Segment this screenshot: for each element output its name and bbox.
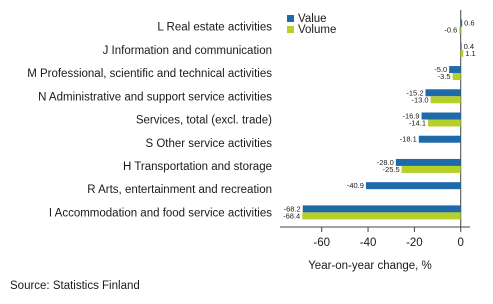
data-label: -5.0 — [434, 65, 447, 74]
data-label: -68.4 — [283, 211, 300, 220]
bar — [449, 66, 461, 74]
legend-label: Value — [298, 13, 327, 25]
bar — [460, 49, 464, 57]
legend-swatch — [287, 26, 294, 33]
y-tick-label: J Information and communication — [103, 45, 272, 57]
x-tick-label: -40 — [360, 237, 377, 249]
y-tick-label: Services, total (excl. trade) — [136, 115, 272, 127]
y-tick-label: I Accommodation and food service activit… — [49, 207, 272, 219]
y-tick-label: R Arts, entertainment and recreation — [87, 184, 272, 196]
bar — [425, 89, 461, 97]
bar — [452, 73, 461, 81]
data-label: -18.1 — [400, 135, 417, 144]
bar — [459, 26, 461, 34]
legend-swatch — [287, 15, 294, 22]
y-tick-label: M Professional, scientific and technical… — [27, 68, 272, 80]
data-label: -25.5 — [383, 165, 400, 174]
legend-label: Volume — [298, 24, 336, 36]
bar — [302, 212, 461, 220]
bar — [395, 158, 461, 166]
data-label: 1.1 — [465, 49, 475, 58]
data-label: -13.0 — [412, 95, 429, 104]
data-label: -0.6 — [444, 26, 457, 35]
data-label: -40.9 — [347, 181, 364, 190]
data-label: -14.1 — [409, 118, 426, 127]
x-tick-label: -20 — [406, 237, 423, 249]
x-tick-label: -60 — [313, 237, 330, 249]
bar — [460, 42, 462, 50]
y-tick-label: N Administrative and support service act… — [38, 91, 272, 103]
bar — [428, 119, 461, 127]
bar — [365, 182, 461, 190]
bar — [302, 205, 461, 213]
data-label: 0.6 — [464, 19, 474, 28]
y-tick-label: S Other service activities — [145, 138, 272, 150]
y-tick-label: H Transportation and storage — [123, 161, 272, 173]
data-label: -16.9 — [402, 111, 419, 120]
data-label: -68.2 — [284, 204, 301, 213]
data-label: -3.5 — [438, 72, 451, 81]
bar — [460, 19, 463, 27]
bar — [418, 135, 461, 143]
bar — [421, 112, 461, 120]
bar — [430, 96, 461, 104]
bar — [401, 165, 461, 173]
x-axis-title: Year-on-year change, % — [308, 260, 432, 272]
y-tick-label: L Real estate activities — [157, 22, 272, 34]
data-label: -28.0 — [377, 158, 394, 167]
data-label: 0.4 — [464, 42, 474, 51]
source: Source: Statistics Finland — [10, 280, 140, 292]
x-tick-label: 0 — [458, 237, 464, 249]
data-label: -15.2 — [406, 88, 423, 97]
